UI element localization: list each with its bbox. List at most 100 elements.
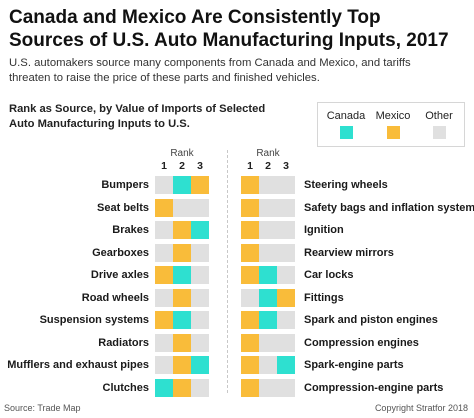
rank-cell [259,176,277,194]
chart-title-main: Canada and Mexico Are Consistently Top S… [9,7,449,51]
row-label: Steering wheels [304,179,388,191]
rank-cell [191,378,209,397]
rank-cell [155,311,173,329]
rank-cell [277,176,295,194]
rank-number-left-1: 1 [161,160,167,172]
legend-swatch-other [432,126,446,139]
rank-cell [259,311,277,329]
rank-cell [277,221,295,239]
table-title: Rank as Source, by Value of Imports of S… [9,103,266,130]
row-label: Seat belts [97,201,149,214]
rank-cell [241,266,259,284]
rank-cell [277,311,295,329]
row-label: Bumpers [101,179,149,191]
rank-cell [259,356,277,374]
rank-cell [277,333,295,352]
row-label: Spark and piston engines [304,314,438,326]
row-label: Brakes [112,224,149,236]
column-divider [227,150,228,393]
rank-cell [241,333,259,352]
rank-cell [241,176,259,194]
row-label: Fittings [304,291,344,304]
row-label: Clutches [102,381,149,394]
rank-cell [155,198,173,217]
rank-cell [155,176,173,194]
rank-number-left-2: 2 [179,160,185,172]
rank-cell [155,243,173,262]
rank-cell [241,378,259,397]
rank-number-right-1: 1 [247,160,253,172]
rank-cell [259,288,277,307]
rank-cell [191,266,209,284]
legend-label-canada: Canada [326,110,366,122]
rank-cell [191,198,209,217]
row-label: Suspension systems [39,314,149,326]
rank-cell [173,243,191,262]
source-note: Source: Trade Map [4,403,81,413]
rank-cell [241,311,259,329]
rank-cell [259,266,277,284]
rank-cell [191,333,209,352]
rank-cell [191,176,209,194]
rank-cell [155,356,173,374]
rank-cell [277,243,295,262]
legend-swatch-mexico [386,126,400,139]
row-label: Mufflers and exhaust pipes [7,359,149,371]
rank-cell [173,288,191,307]
rank-cell [277,288,295,307]
row-label: Safety bags and inflation system [304,201,474,214]
rank-cell [241,288,259,307]
rank-cell [173,311,191,329]
chart-subtitle: U.S. automakers source many components f… [9,57,411,84]
rank-cell [259,333,277,352]
rank-cell [241,356,259,374]
rank-cell [259,221,277,239]
row-label: Drive axles [90,269,149,281]
legend: Canada Mexico Other [317,102,465,147]
row-label: Compression-engine parts [304,381,444,394]
rank-cell [155,221,173,239]
copyright-note: Copyright Stratfor 2018 [374,403,468,413]
rank-cell [191,356,209,374]
rank-cell [277,378,295,397]
rank-cell [191,311,209,329]
row-label: Radiators [98,336,149,349]
rank-cell [155,266,173,284]
rank-cell [155,288,173,307]
rank-number-left-3: 3 [197,160,203,172]
rank-cell [173,333,191,352]
rank-cell [241,243,259,262]
rank-cell [191,221,209,239]
rank-cell [241,198,259,217]
row-label: Gearboxes [92,246,149,259]
row-label: Ignition [304,224,344,236]
rank-header-right: Rank [256,148,280,159]
legend-label-other: Other [425,110,453,122]
rank-cell [277,356,295,374]
rank-header-left: Rank [170,148,194,159]
rank-number-right-2: 2 [265,160,271,172]
rank-cell [173,378,191,397]
rank-cell [191,288,209,307]
rank-cell [155,378,173,397]
row-label: Road wheels [81,291,149,304]
rank-cell [173,198,191,217]
rank-cell [155,333,173,352]
rank-cell [173,356,191,374]
rank-cell [173,176,191,194]
row-label: Spark-engine parts [304,359,404,371]
rank-cell [277,266,295,284]
row-label: Compression engines [304,336,419,349]
legend-label-mexico: Mexico [375,110,411,122]
row-label: Rearview mirrors [304,246,394,259]
rank-cell [277,198,295,217]
row-label: Car locks [304,269,354,281]
rank-number-right-3: 3 [283,160,289,172]
legend-item-mexico: Mexico [368,110,418,139]
rank-cell [259,243,277,262]
legend-swatch-canada [339,126,353,139]
rank-cell [191,243,209,262]
rank-cell [259,198,277,217]
rank-cell [173,266,191,284]
rank-cell [173,221,191,239]
